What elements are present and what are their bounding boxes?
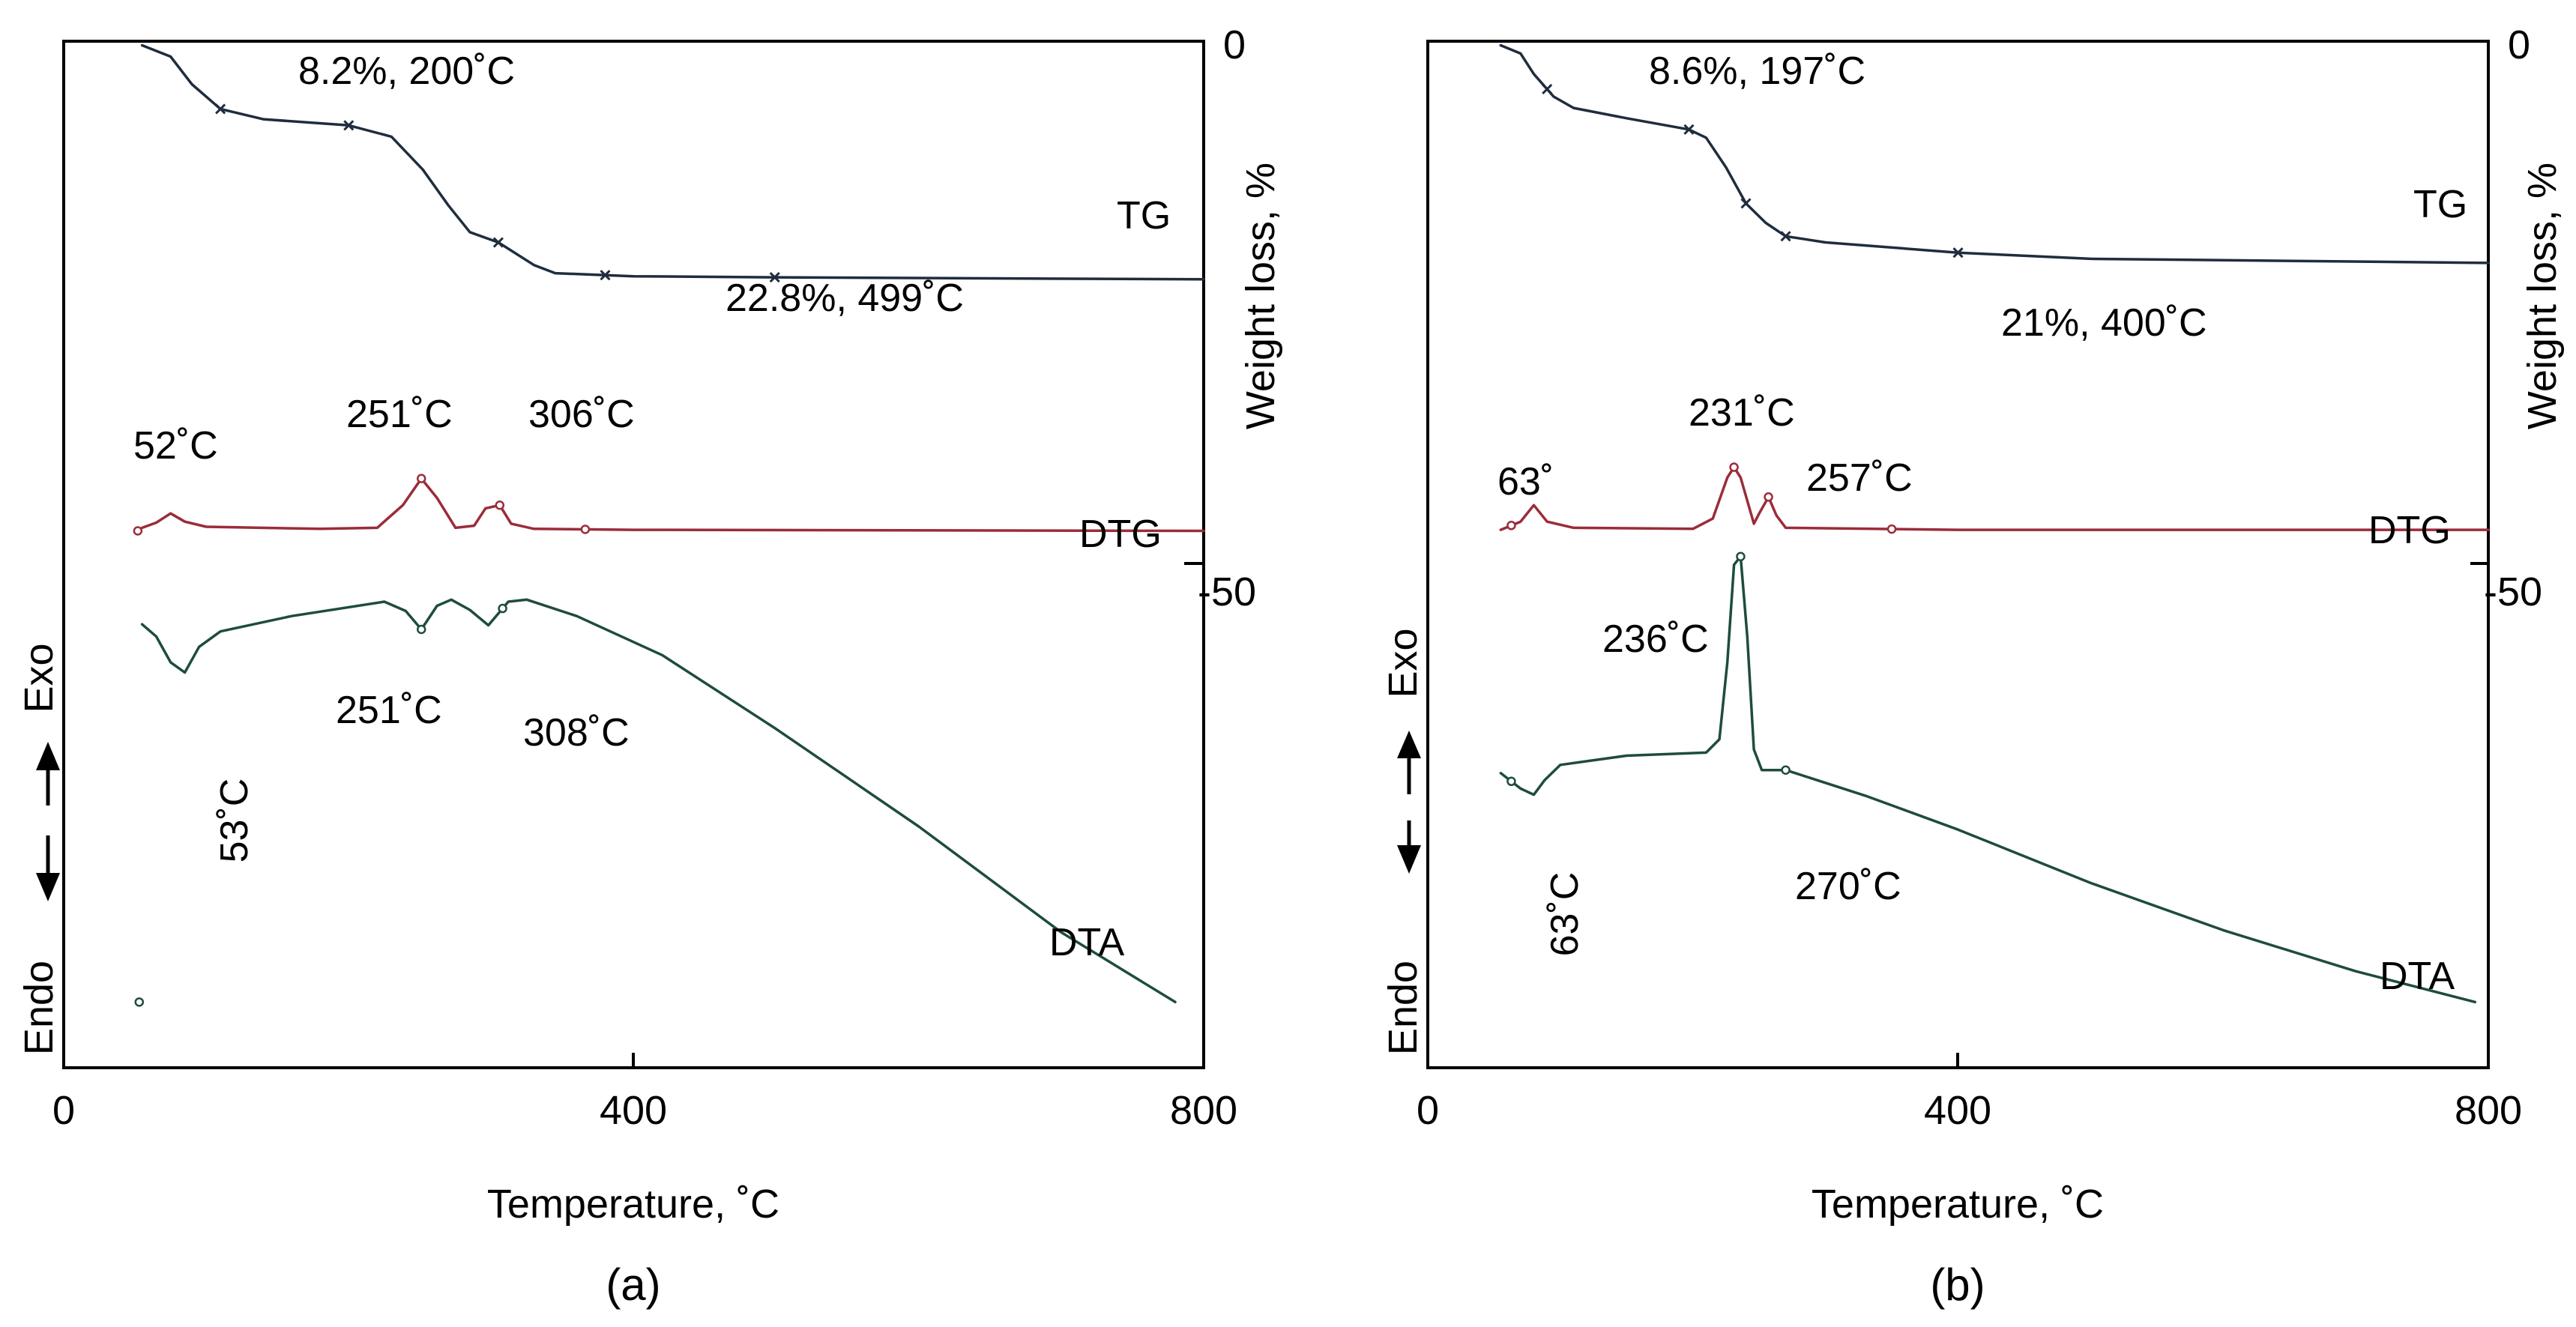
panel-b-tg-marker-3 xyxy=(1740,198,1752,209)
panel-b-dta-annotation-2: 236˚C xyxy=(1602,617,1709,661)
panel-a-right-axis-title: Weight loss, % xyxy=(1238,163,1283,429)
panel-b-xtick-label-800: 800 xyxy=(2455,1088,2522,1133)
panel-a-tg-marker-1 xyxy=(215,103,226,115)
panel-a-dtg-marker-2 xyxy=(416,474,426,483)
panel-b-dtg-marker-3 xyxy=(1764,492,1773,502)
panel-a-right-tick-label-0: 0 xyxy=(1223,22,1246,67)
panel-b-x-axis-title: Temperature, ˚C xyxy=(1812,1182,2104,1227)
panel-a-tg-marker-3 xyxy=(492,237,504,248)
panel-a-xtick-label-800: 800 xyxy=(1170,1088,1237,1133)
panel-a-dtg-annotation-1: 52˚C xyxy=(133,424,218,468)
panel-a-tg-marker-5 xyxy=(769,272,780,283)
panel-a-dtg-marker-1 xyxy=(133,526,143,536)
panel-a-dta-marker-1 xyxy=(134,997,145,1007)
panel-a-right-tick-label-50: -50 xyxy=(1198,569,1256,614)
panel-b-right-axis-title: Weight loss, % xyxy=(2520,163,2565,429)
panel-b-dta-marker-1 xyxy=(1506,776,1516,787)
panel-b-caption: (b) xyxy=(1930,1260,1985,1310)
panel-b-tg-annotation-1: 8.6%, 197˚C xyxy=(1649,49,1865,93)
panel-b-xtick-label-0: 0 xyxy=(1417,1088,1439,1133)
panel-a-point-markers xyxy=(133,103,780,1007)
panel-b-right-tick-label-50: -50 xyxy=(2484,569,2542,614)
panel-a-dta-curve xyxy=(140,598,1177,1004)
panel-a-dtg-label: DTG xyxy=(1079,513,1162,556)
panel-b-right-tick-label-0: 0 xyxy=(2508,22,2530,67)
panel-a-tg-marker-2 xyxy=(343,120,355,131)
panel-a-tg-marker-4 xyxy=(600,270,611,281)
panel-a-xtick-label-0: 0 xyxy=(52,1088,75,1133)
panel-b-dta-label: DTA xyxy=(2380,955,2455,998)
panel-a-dtg-marker-3 xyxy=(495,500,505,510)
panel-a-dta-marker-2 xyxy=(416,624,426,635)
panel-b-xtick-label-400: 400 xyxy=(1924,1088,1991,1133)
panel-b-dtg-annotation-2: 231˚C xyxy=(1689,391,1795,435)
panel-a-dta-marker-3 xyxy=(498,603,507,614)
panel-b-dtg-annotation-3: 257˚C xyxy=(1806,456,1913,500)
panel-b-dta-annotation-1: 63˚C xyxy=(1543,872,1587,957)
panel-a-dta-label: DTA xyxy=(1049,921,1124,964)
panel-b: 0 400 800 0 -50 Temperature, ˚C Weight l… xyxy=(1381,22,2565,1310)
panel-b-endo-label: Endo xyxy=(1381,961,1426,1055)
panel-a-exo-arrow-icon xyxy=(36,742,60,805)
panel-b-tg-marker-2 xyxy=(1683,124,1695,135)
panel-b-dtg-label: DTG xyxy=(2368,509,2451,552)
panel-a-tg-annotation-2: 22.8%, 499˚C xyxy=(726,276,964,320)
panel-a-caption: (a) xyxy=(606,1260,660,1310)
panel-a-endo-arrow-icon xyxy=(36,835,60,901)
panel-a-tg-label: TG xyxy=(1117,194,1171,238)
panel-a-endo-label: Endo xyxy=(16,961,61,1055)
panel-b-tg-annotation-2: 21%, 400˚C xyxy=(2001,301,2207,345)
panel-a-dta-annotation-1: 53˚C xyxy=(213,779,256,863)
panel-b-plot-frame xyxy=(1426,40,2490,1069)
panel-b-dta-marker-3 xyxy=(1781,765,1791,775)
panel-a-x-axis-title: Temperature, ˚C xyxy=(487,1182,779,1227)
panel-a: 0 400 800 0 -50 Temperature, ˚C Weight l… xyxy=(16,22,1283,1310)
panel-b-tg-marker-5 xyxy=(1952,247,1964,259)
panel-a-dtg-marker-4 xyxy=(580,525,591,534)
panel-a-dtg-annotation-3: 306˚C xyxy=(528,393,635,436)
panel-a-plot-frame xyxy=(62,40,1205,1069)
panel-b-exo-arrow-icon xyxy=(1397,731,1421,794)
panel-b-point-markers xyxy=(1506,83,1964,787)
panel-b-dta-marker-2 xyxy=(1736,551,1746,561)
panel-b-curves xyxy=(1499,43,2490,1004)
panel-a-xtick-label-400: 400 xyxy=(600,1088,667,1133)
panel-b-dtg-marker-2 xyxy=(1729,462,1739,472)
panel-b-dtg-marker-4 xyxy=(1886,524,1897,534)
panel-b-tg-label: TG xyxy=(2413,183,2467,226)
panel-b-dtg-annotation-1: 63˚ xyxy=(1497,460,1554,504)
panel-a-exo-label: Exo xyxy=(16,643,61,713)
panel-b-dtg-curve xyxy=(1499,465,2490,531)
panel-a-dtg-annotation-2: 251˚C xyxy=(346,393,453,436)
panel-a-curves xyxy=(140,43,1205,1004)
panel-a-tg-curve xyxy=(140,43,1205,281)
panel-a-dta-annotation-3: 308˚C xyxy=(523,711,630,755)
panel-a-tg-annotation-1: 8.2%, 200˚C xyxy=(298,49,515,93)
panel-b-exo-label: Exo xyxy=(1381,628,1426,698)
panel-b-tg-marker-1 xyxy=(1542,83,1553,94)
panel-a-dtg-curve xyxy=(140,477,1205,533)
panel-a-dta-annotation-2: 251˚C xyxy=(336,689,442,732)
panel-b-dtg-marker-1 xyxy=(1506,521,1516,531)
panel-b-dta-annotation-3: 270˚C xyxy=(1795,865,1901,908)
panel-b-tg-marker-4 xyxy=(1780,231,1791,242)
panel-b-endo-arrow-icon xyxy=(1397,820,1421,874)
